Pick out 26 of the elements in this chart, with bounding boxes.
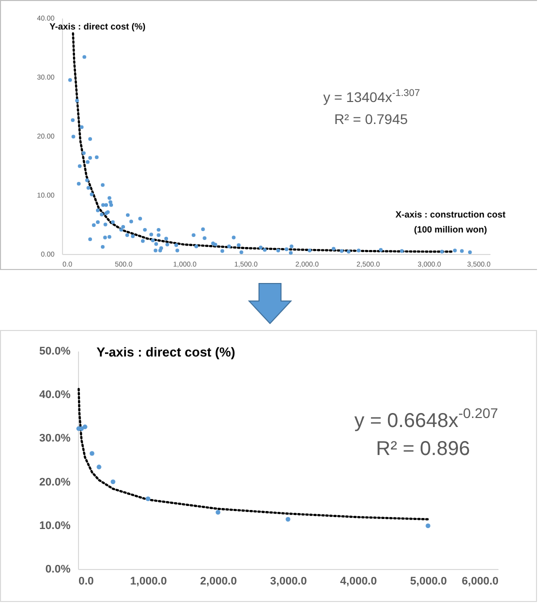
x-tick-label: 2,000.0 <box>200 576 237 588</box>
x-tick-label: 0.0 <box>78 576 94 588</box>
point <box>110 479 116 484</box>
y-tick-label: 40.0% <box>39 389 71 402</box>
point <box>82 424 88 430</box>
x-tick-label: 6,000.0 <box>462 576 498 588</box>
y-axis-title: Y-axis : direct cost (%) <box>96 344 236 360</box>
point <box>426 523 430 528</box>
y-tick-label: 20.0% <box>39 476 71 488</box>
x-tick-label: 3,000.0 <box>270 576 307 588</box>
y-axis-title: Y-axis : direct cost (%) <box>50 22 146 32</box>
point <box>286 516 290 522</box>
annotation: R² = 0.7945 <box>334 111 408 127</box>
x-tick-label: 4,000.0 <box>340 576 377 588</box>
y-tick-label: 10.0% <box>39 520 71 532</box>
y-tick-label: 50.0% <box>39 346 71 358</box>
point <box>146 496 150 502</box>
x-axis-title: X-axis : construction cost (100 million won) <box>395 210 506 234</box>
point <box>96 464 102 470</box>
y-tick-label: 30.0% <box>39 432 71 445</box>
annotation: R² = 0.896 <box>376 438 470 460</box>
x-tick-label: 5,000.0 <box>410 576 447 588</box>
y-tick-label: 0.0% <box>45 564 71 576</box>
point <box>90 451 94 456</box>
x-tick-label: 1,000.0 <box>130 576 167 588</box>
point <box>216 510 220 515</box>
